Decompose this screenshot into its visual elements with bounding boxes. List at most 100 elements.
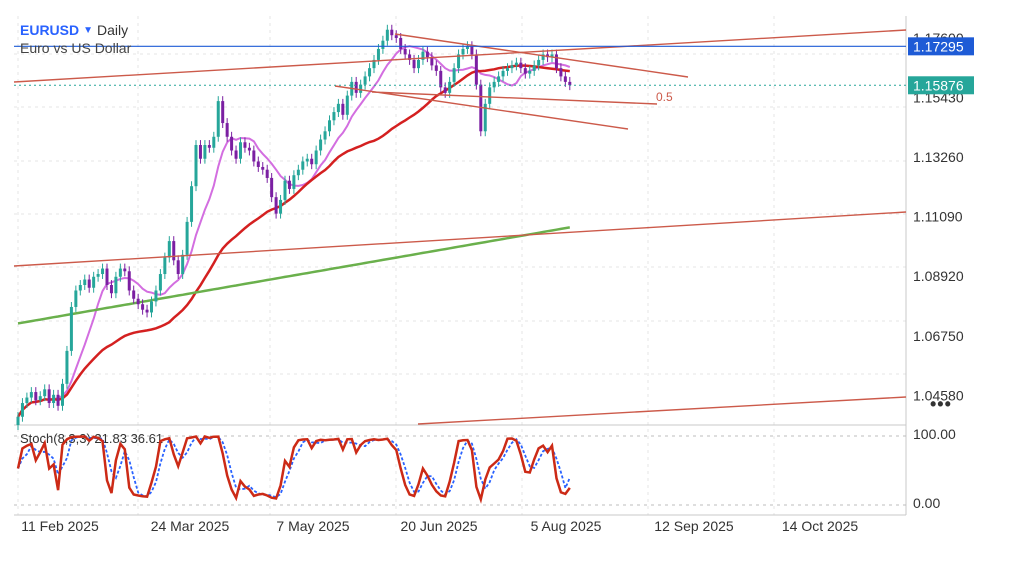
candle-body [403,48,407,55]
candle-body [506,68,509,71]
candle-body [261,166,265,170]
candle-body [563,76,567,82]
price-badge-text: 1.15876 [913,77,964,93]
candle-body [29,392,33,398]
candle-body [510,65,514,69]
candle-body [221,101,225,124]
candle-body [368,68,372,77]
candle-body [421,51,425,60]
candle-body [376,48,380,60]
current-price-badge [908,76,974,95]
horizontal-lines [14,45,906,86]
stoch-tick-label: 100.00 [913,426,956,442]
candle-body [216,101,220,137]
date-tick-label: 14 Oct 2025 [782,518,858,534]
candle-body [247,147,251,151]
timeframe-label[interactable]: Daily [97,22,129,38]
date-tick-label: 12 Sep 2025 [654,518,734,534]
candle-body [154,290,158,302]
stoch-d-line [17,435,571,499]
candle-body [109,285,113,294]
candle-body [390,29,394,36]
candle-body [65,350,69,384]
candle-body [443,87,447,93]
more-options-icon[interactable]: ••• [930,394,952,414]
candle-body [92,276,96,288]
candle-body [501,70,505,77]
price-tick-label: 1.04580 [913,387,964,403]
candle-body [354,81,358,93]
candle-body [541,54,545,60]
candle-body [412,59,416,69]
price-badge-text: 1.17295 [913,38,964,54]
candle-body [274,197,278,214]
candle-body [234,150,238,159]
candle-body [328,120,331,132]
candle-body [256,161,260,167]
candle-body [550,54,554,58]
candle-body [394,35,398,38]
ma-fast-line [17,45,571,418]
candle-body [212,136,216,148]
candle-body [123,268,127,272]
candle-body [430,57,434,66]
candle-body [452,68,456,82]
ma-slow-line [17,226,570,325]
candle-body [296,169,300,176]
candle-body [385,29,389,41]
candle-body [141,304,145,310]
candle-body [448,81,452,93]
candle-body [519,62,523,69]
candle-body [514,62,518,66]
ma-mid-line [16,64,570,418]
candle-body [194,145,198,187]
candle-body [34,392,38,401]
candle-body [69,306,73,351]
candle-body [301,161,305,170]
candle-body [310,158,314,165]
candle-body [457,54,461,69]
candle-body [336,103,340,113]
candle-body [439,70,443,88]
candle-body [314,150,318,165]
symbol-name[interactable]: EURUSD [20,22,80,38]
candle-body [114,276,118,294]
candle-body [305,158,309,162]
trend-top-flag [394,33,689,78]
candle-body [16,416,20,425]
candle-body [127,271,131,291]
price-axis: 1.176001.154301.132601.110901.089201.067… [908,30,974,403]
price-tick-label: 1.13260 [913,149,964,165]
candle-body [279,199,283,214]
candle-body [559,68,563,77]
candle-body [252,150,256,162]
candle-body [105,268,109,286]
symbol-description: Euro vs US Dollar [20,40,132,56]
candle-body [47,389,51,404]
candle-body [52,394,56,404]
chart-grid [14,16,906,515]
candle-body [319,139,323,151]
candle-body [132,290,136,299]
candle-body [425,51,429,58]
candle-body [225,123,229,137]
price-tick-label: 1.06750 [913,328,964,344]
candle-body [172,241,176,261]
candle-body [537,59,541,66]
stoch-tick-label: 0.00 [913,495,940,511]
candle-body [461,48,465,55]
candle-body [292,175,296,189]
candle-body [207,145,211,148]
candle-body [198,145,202,159]
candle-body [243,142,247,148]
symbol-dropdown-icon[interactable]: ▼ [83,24,94,36]
candle-body [568,81,572,86]
date-tick-label: 5 Aug 2025 [531,518,602,534]
candle-body [283,180,287,200]
candle-body [150,301,153,313]
candle-body [43,389,47,397]
time-axis: 11 Feb 2025 24 Mar 2025 7 May 2025 20 Jun 2… [21,518,858,534]
trend-upper-channel [13,29,907,83]
